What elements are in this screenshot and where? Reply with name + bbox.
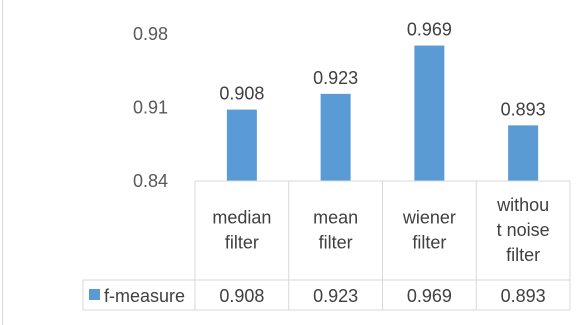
y-tick-label: 0.84 (133, 171, 168, 191)
bar (320, 93, 351, 181)
table-value: 0.908 (219, 286, 264, 306)
category-label: median (212, 208, 271, 228)
y-tick-label: 0.98 (133, 24, 168, 44)
category-label: filter (506, 245, 540, 265)
bar (414, 45, 445, 181)
y-tick-label: 0.91 (133, 98, 168, 118)
legend-label: f-measure (104, 286, 185, 306)
data-label: 0.923 (313, 68, 358, 88)
category-label: t noise (497, 220, 550, 240)
category-label: mean (313, 208, 358, 228)
bar (226, 109, 257, 181)
category-label: filter (319, 233, 353, 253)
table-value: 0.923 (313, 286, 358, 306)
table-value: 0.893 (501, 286, 546, 306)
category-label: filter (225, 233, 259, 253)
category-label: filter (412, 233, 446, 253)
category-label: withou (496, 195, 549, 215)
bar (508, 125, 539, 181)
data-label: 0.969 (407, 20, 452, 40)
data-label: 0.893 (501, 99, 546, 119)
table-value: 0.969 (407, 286, 452, 306)
category-label: wiener (402, 208, 456, 228)
legend-key (89, 289, 100, 300)
data-label: 0.908 (219, 84, 264, 104)
chart-frame-line (2, 0, 3, 325)
